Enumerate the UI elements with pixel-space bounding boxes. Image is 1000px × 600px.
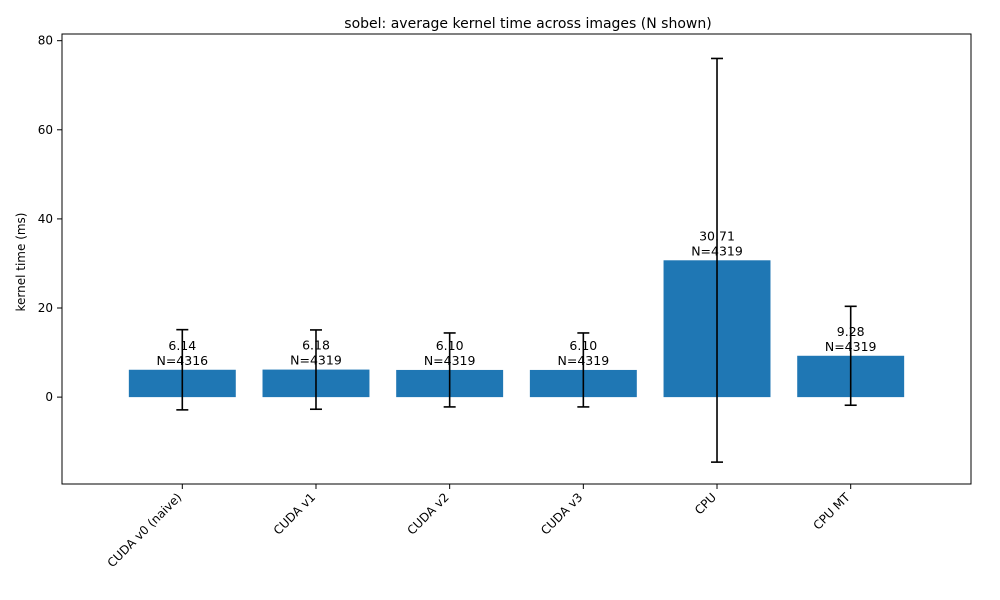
data-label-value: 6.18: [302, 338, 330, 353]
y-tick-label: 20: [38, 301, 53, 315]
plot-area: 6.14N=43166.18N=43196.10N=43196.10N=4319…: [38, 33, 972, 570]
data-label-n: N=4319: [558, 353, 610, 368]
x-tick-label: CUDA v2: [404, 490, 451, 537]
data-label-value: 30.71: [699, 228, 735, 243]
data-label-value: 9.28: [837, 324, 865, 339]
data-label-value: 6.10: [436, 338, 464, 353]
data-label-n: N=4319: [290, 353, 342, 368]
x-tick-label: CPU MT: [810, 490, 853, 533]
y-axis-label: kernel time (ms): [14, 213, 28, 312]
y-tick-label: 80: [38, 34, 53, 48]
data-label-n: N=4319: [424, 353, 476, 368]
x-tick-label: CUDA v3: [538, 490, 585, 537]
y-tick-label: 0: [45, 390, 53, 404]
data-label-n: N=4316: [156, 353, 208, 368]
data-label-value: 6.14: [168, 338, 196, 353]
x-tick-label: CUDA v0 (naive): [105, 490, 185, 570]
data-label-n: N=4319: [691, 243, 743, 258]
y-tick-label: 60: [38, 123, 53, 137]
data-label-n: N=4319: [825, 339, 877, 354]
x-tick-label: CPU: [692, 490, 719, 517]
chart-title: sobel: average kernel time across images…: [344, 16, 711, 32]
axes-frame: [61, 33, 972, 485]
y-tick-label: 40: [38, 212, 53, 226]
x-tick-label: CUDA v1: [271, 490, 318, 537]
data-label-value: 6.10: [569, 338, 597, 353]
